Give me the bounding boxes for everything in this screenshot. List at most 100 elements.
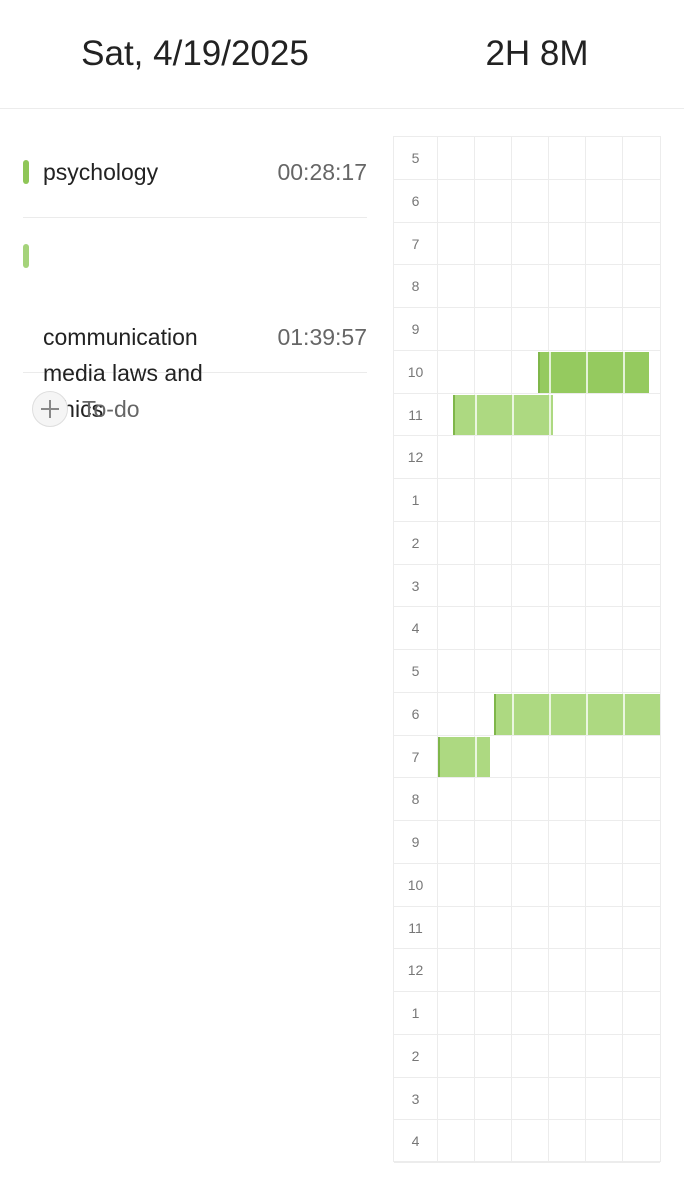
time-cell	[586, 564, 623, 607]
time-cell	[623, 223, 660, 265]
time-cell	[475, 265, 512, 308]
time-cell	[549, 521, 586, 564]
time-cell	[438, 949, 475, 992]
total-time: 2H 8M	[485, 34, 589, 73]
study-session-block[interactable]	[438, 736, 490, 778]
time-cell	[586, 265, 623, 308]
time-cell	[586, 308, 623, 350]
hour-row: 2	[394, 521, 660, 565]
subject-item-communication[interactable]: communication media laws and ethics 01:3…	[23, 218, 367, 422]
time-cell	[475, 906, 512, 949]
time-cell	[623, 736, 660, 778]
time-cell	[438, 350, 475, 393]
time-cell	[475, 436, 512, 479]
time-cell	[549, 137, 586, 179]
time-cell	[512, 650, 549, 692]
time-cell	[475, 821, 512, 863]
hour-label: 5	[394, 137, 438, 179]
hour-row: 7	[394, 735, 660, 779]
time-cell	[475, 564, 512, 607]
time-cell	[512, 1120, 549, 1163]
hour-label: 9	[394, 308, 438, 350]
study-session-block[interactable]	[493, 693, 660, 735]
time-cell	[549, 650, 586, 692]
time-cell	[475, 1077, 512, 1120]
time-cell	[586, 992, 623, 1034]
time-cell	[438, 436, 475, 479]
block-divider	[622, 351, 625, 393]
hour-label: 5	[394, 650, 438, 692]
time-cell	[549, 308, 586, 350]
time-cell	[438, 308, 475, 350]
time-cell	[512, 821, 549, 863]
subject-time: 01:39:57	[277, 324, 367, 350]
time-cell	[475, 521, 512, 564]
hour-row: 4	[394, 1120, 660, 1163]
add-todo-button[interactable]: To-do	[32, 390, 140, 428]
study-session-block[interactable]	[537, 351, 649, 393]
time-cell	[549, 479, 586, 521]
time-cell	[438, 521, 475, 564]
block-divider	[511, 394, 514, 436]
hour-label: 2	[394, 521, 438, 564]
subject-name: psychology	[43, 159, 159, 185]
plus-icon	[32, 391, 68, 427]
hour-label: 1	[394, 479, 438, 521]
time-cell	[586, 1034, 623, 1077]
time-cell	[586, 607, 623, 650]
hour-row: 11	[394, 906, 660, 950]
time-cell	[512, 564, 549, 607]
time-cell	[475, 607, 512, 650]
study-session-block[interactable]	[452, 394, 553, 436]
time-cell	[549, 1120, 586, 1163]
hour-row: 1	[394, 992, 660, 1035]
time-cell	[623, 436, 660, 478]
time-cell	[512, 992, 549, 1034]
hour-label: 12	[394, 949, 438, 992]
time-cell	[512, 308, 549, 350]
time-cell	[586, 521, 623, 564]
time-cell	[438, 564, 475, 607]
hour-row: 1	[394, 479, 660, 522]
hour-label: 11	[394, 906, 438, 949]
time-cell	[512, 863, 549, 906]
time-cell	[512, 1034, 549, 1077]
hour-label: 6	[394, 179, 438, 222]
date-title[interactable]: Sat, 4/19/2025	[81, 34, 309, 73]
time-cell	[586, 949, 623, 992]
time-cell	[438, 265, 475, 308]
time-cell	[475, 222, 512, 265]
time-cell	[475, 1034, 512, 1077]
time-cell	[475, 992, 512, 1034]
time-cell	[475, 778, 512, 821]
hour-label: 7	[394, 735, 438, 778]
time-cell	[586, 436, 623, 479]
subject-item-psychology[interactable]: psychology 00:28:17	[23, 136, 367, 218]
hour-row: 3	[394, 1077, 660, 1121]
time-cell	[438, 179, 475, 222]
subject-color-bar	[23, 160, 29, 184]
time-cell	[512, 735, 549, 778]
time-cell	[512, 906, 549, 949]
subject-time: 00:28:17	[277, 159, 367, 185]
time-cell	[512, 222, 549, 265]
time-cell	[623, 137, 660, 179]
timeline-grid: 5 6 7 8 9 10 11 12 1 2 3 4 5 6 7 8 9 10 11 12 1 2 3 4	[393, 136, 661, 1163]
time-cell	[623, 650, 660, 692]
time-cell	[475, 1120, 512, 1163]
hour-label: 11	[394, 393, 438, 436]
time-cell	[586, 906, 623, 949]
time-cell	[549, 436, 586, 479]
hour-label: 3	[394, 564, 438, 607]
time-cell	[512, 436, 549, 479]
hour-row: 10	[394, 863, 660, 907]
time-cell	[512, 607, 549, 650]
time-cell	[512, 265, 549, 308]
hour-row: 5	[394, 137, 660, 180]
time-cell	[623, 778, 660, 820]
time-cell	[549, 778, 586, 821]
time-cell	[475, 350, 512, 393]
time-cell	[549, 265, 586, 308]
hour-label: 12	[394, 436, 438, 479]
time-cell	[623, 949, 660, 991]
